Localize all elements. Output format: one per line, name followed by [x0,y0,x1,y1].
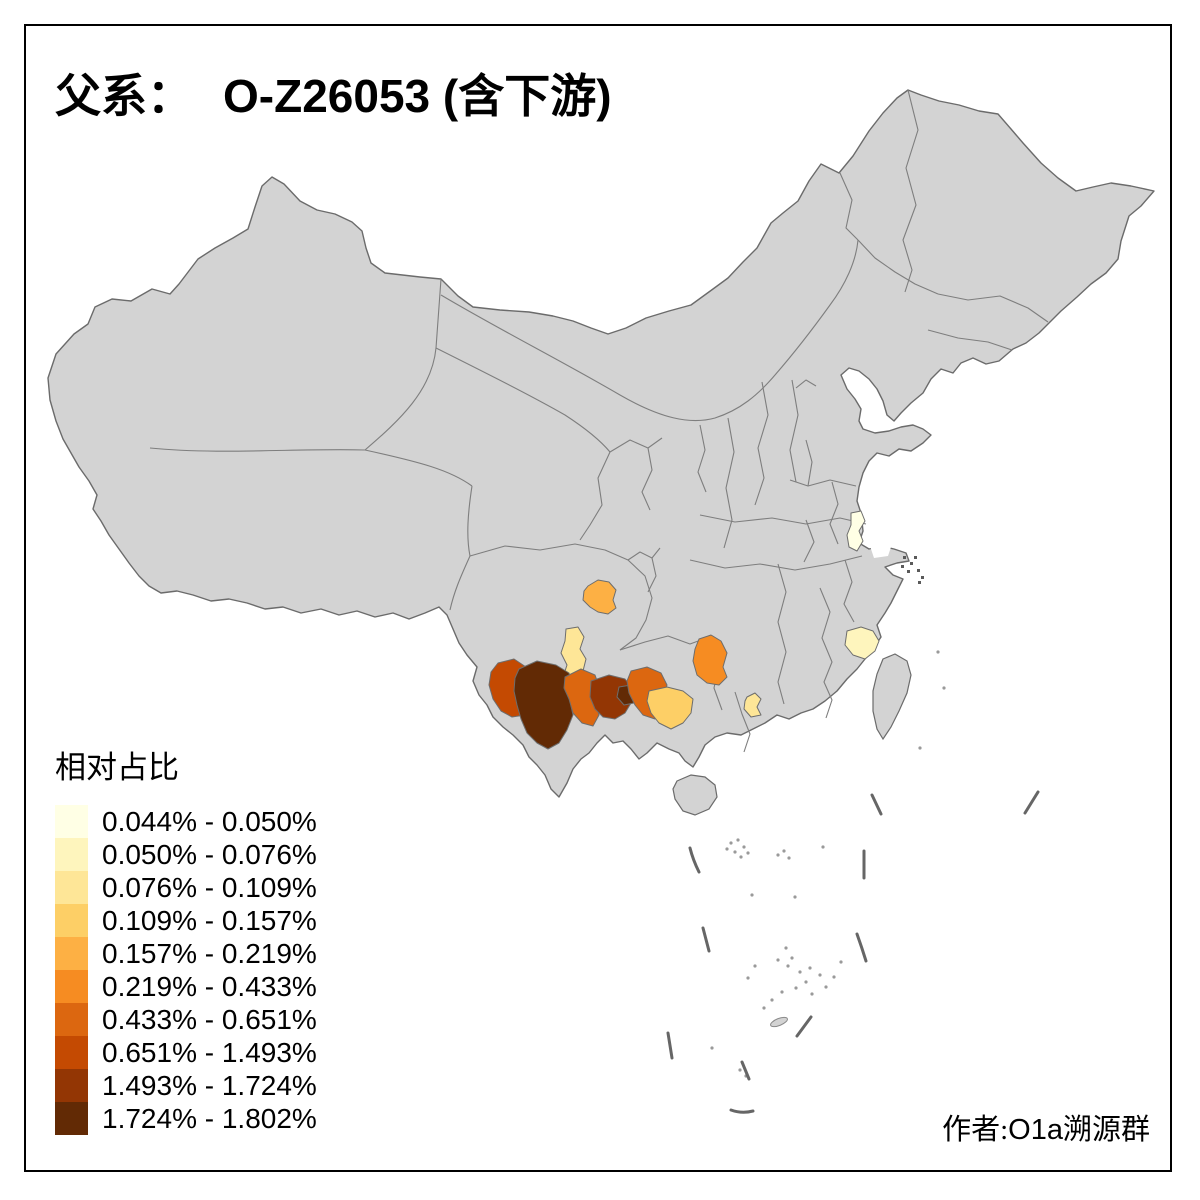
author-zh2: 溯源群 [1062,1114,1150,1146]
legend-row: 0.076% - 0.109% [55,871,317,904]
legend-swatch [55,805,88,838]
legend-label: 0.157% - 0.219% [102,938,317,969]
legend-label: 0.433% - 0.651% [102,1004,317,1035]
legend-row: 0.044% - 0.050% [55,805,317,838]
region-guangdong-west-small [743,692,762,718]
legend-swatch [55,1003,88,1036]
title-haplogroup: O-Z26053 [223,70,431,122]
author-zh1: 作者: [942,1114,1009,1146]
legend-row: 0.050% - 0.076% [55,838,317,871]
region-jiangsu-central [846,510,866,552]
legend-row: 1.724% - 1.802% [55,1102,317,1135]
lake-taihu [868,536,892,558]
author-latin: O1a [1008,1114,1063,1146]
legend-row: 0.651% - 1.493% [55,1036,317,1069]
legend-row: 0.109% - 0.157% [55,904,317,937]
legend: 相对占比 0.044% - 0.050% 0.050% - 0.076% 0.076… [55,742,317,1135]
legend-label: 0.651% - 1.493% [102,1037,317,1068]
mainland-outline [47,89,1155,798]
shanghai-urban-specks [901,556,924,584]
legend-label: 0.219% - 0.433% [102,971,317,1002]
legend-swatch [55,1036,88,1069]
hainan-island [672,774,718,816]
south-china-sea-islands [710,650,946,1078]
region-guangxi-west [646,686,694,730]
legend-label: 1.724% - 1.802% [102,1103,317,1134]
plot-border [24,24,1172,1172]
region-yunnan-southwest-dark [513,660,574,750]
legend-label: 0.109% - 0.157% [102,905,317,936]
legend-swatch [55,838,88,871]
title-zh-prefix: 父系： [55,71,193,122]
taiwan-island [872,653,912,741]
legend-swatch [55,970,88,1003]
legend-swatch [55,937,88,970]
legend-label: 0.050% - 0.076% [102,839,317,870]
legend-swatch [55,904,88,937]
region-hunan-west [692,634,728,686]
legend-label: 0.076% - 0.109% [102,872,317,903]
legend-items: 0.044% - 0.050% 0.050% - 0.076% 0.076% - 0… [55,805,317,1135]
choropleth-regions [488,510,880,750]
author-credit: 作者:O1a溯源群 [942,1106,1150,1148]
title-zh-suffix: (含下游) [442,70,612,122]
legend-swatch [55,1069,88,1102]
legend-row: 1.493% - 1.724% [55,1069,317,1102]
nine-dash-line [666,790,1040,1114]
region-sichuan-center [582,579,617,615]
legend-row: 0.219% - 0.433% [55,970,317,1003]
province-boundaries [149,89,1049,753]
page-title: 父系： O-Z26053 (含下游) [55,60,612,126]
legend-title: 相对占比 [55,750,179,785]
legend-swatch [55,1102,88,1135]
legend-row: 0.433% - 0.651% [55,1003,317,1036]
legend-swatch [55,871,88,904]
legend-label: 0.044% - 0.050% [102,806,317,837]
legend-row: 0.157% - 0.219% [55,937,317,970]
region-fujian-coastal [844,626,880,660]
legend-label: 1.493% - 1.724% [102,1070,317,1101]
